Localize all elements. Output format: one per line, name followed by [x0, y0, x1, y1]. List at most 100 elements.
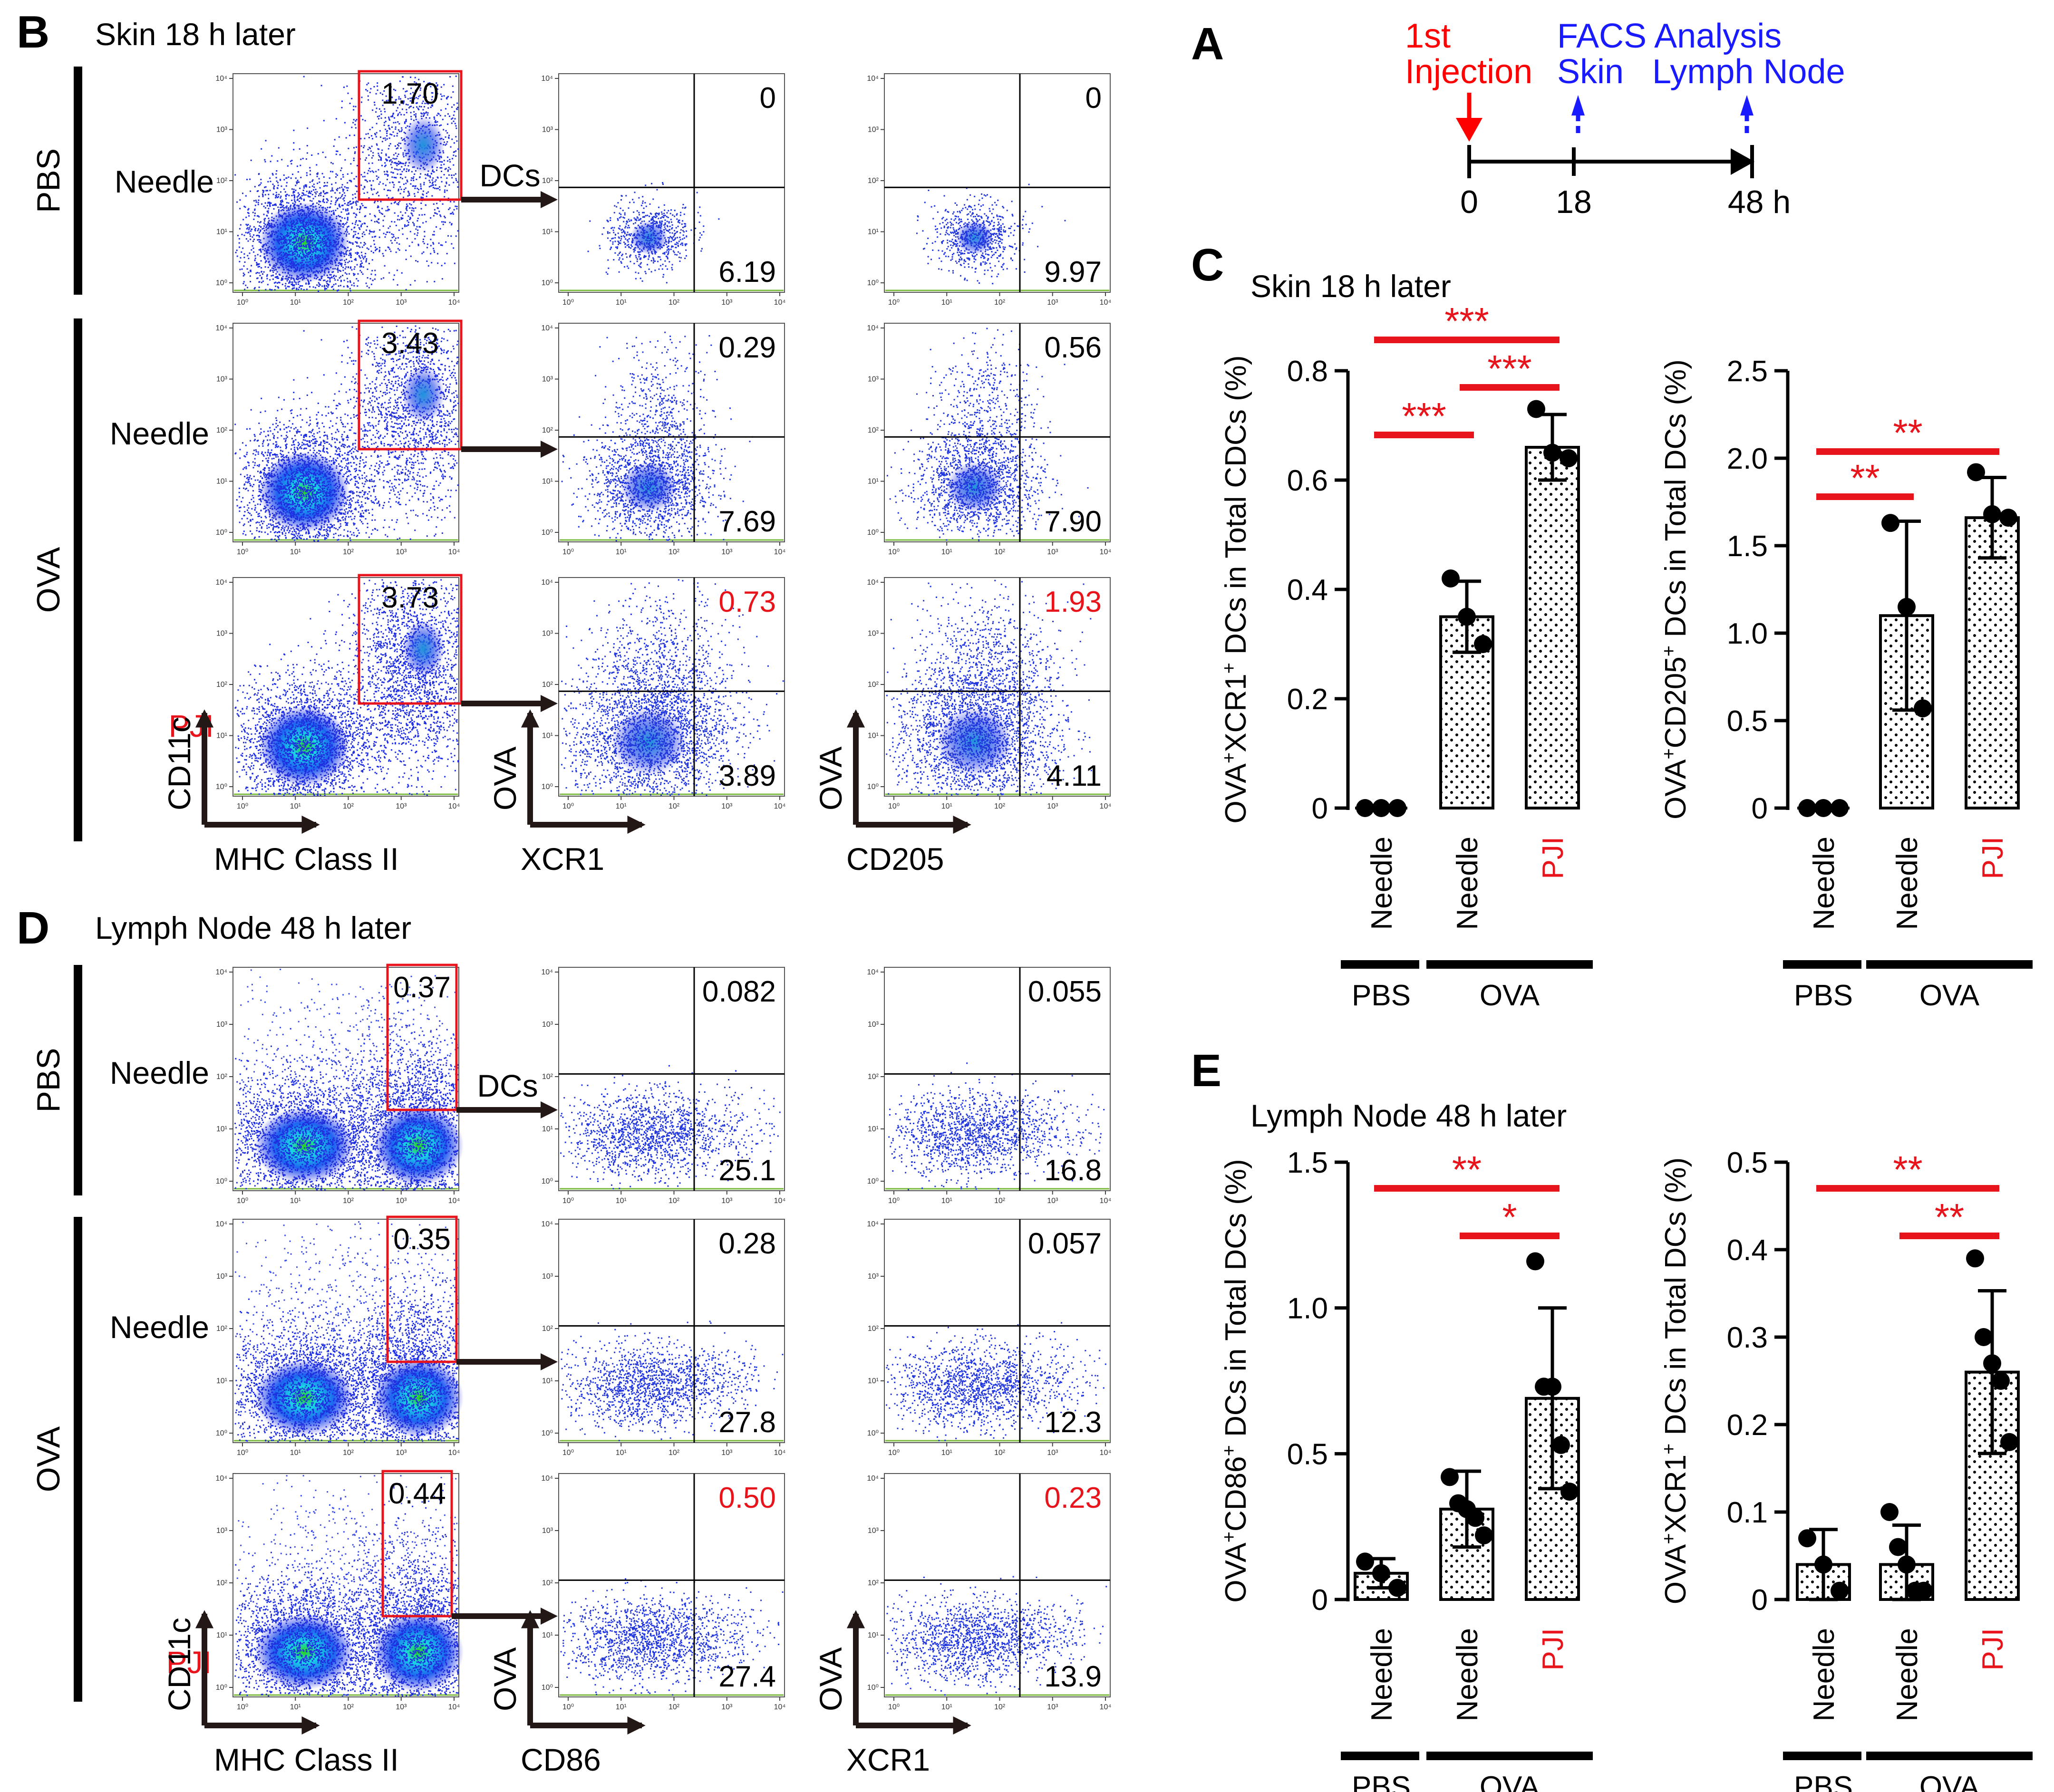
- quadrant-upper-right: 0.56: [1044, 331, 1102, 364]
- y-tick-label: 10⁰: [216, 529, 227, 537]
- y-tick-label: 10¹: [868, 228, 879, 236]
- panel-letter-a: A: [1191, 19, 1224, 69]
- panel-letter-e: E: [1191, 1045, 1221, 1096]
- x-tick-label: 10⁴: [774, 802, 786, 810]
- x-tick-label: 10¹: [941, 299, 952, 307]
- category-label-0: Needle: [1808, 1628, 1841, 1721]
- y-axis-label: OVA+CD205+ DCs in Total DCs (%): [1658, 359, 1692, 819]
- axis-label-x: XCR1: [846, 1742, 930, 1777]
- dc-gate: [386, 1215, 458, 1363]
- dcs-label: DCs: [477, 1068, 538, 1103]
- y-tick-label: 10³: [542, 630, 553, 638]
- category-label-2: PJI: [1537, 1628, 1570, 1671]
- quadrant-lower-right: 27.8: [718, 1406, 776, 1439]
- y-tick-label: 10²: [216, 1325, 228, 1333]
- x-tick-label: 10⁰: [237, 548, 248, 556]
- y-tick-label: 10⁴: [867, 75, 879, 83]
- panel-letter-c: C: [1191, 240, 1224, 290]
- y-tick-label: 10¹: [216, 1631, 227, 1639]
- y-tick-label: 1.0: [1727, 617, 1768, 650]
- scatter-events: [911, 328, 1066, 533]
- y-tick-label: 1.5: [1727, 530, 1768, 563]
- quadrant-upper-right: 0: [1085, 82, 1102, 115]
- category-label-2: PJI: [1976, 837, 2009, 879]
- plot-frame: [558, 967, 785, 1191]
- gate-arrow-head: [541, 1353, 558, 1370]
- x-tick-label: 10²: [669, 1197, 680, 1205]
- y-tick-label: 10⁰: [542, 529, 553, 537]
- plot-frame: [884, 323, 1111, 542]
- y-tick-label: 10¹: [868, 732, 879, 740]
- y-tick-label: 10⁰: [867, 1684, 879, 1692]
- x-tick-label: 10³: [396, 802, 407, 810]
- data-point: [1552, 1436, 1570, 1454]
- x-tick-label: 10⁰: [562, 548, 574, 556]
- data-point: [1983, 1354, 2001, 1373]
- scatter-events: [560, 1578, 765, 1696]
- flow-plot-r2-c1: 10⁰ 10⁰ 10¹ 10¹ 10² 10² 10³ 10³ 10⁴ 10⁴ 0.73 3.89: [541, 577, 786, 810]
- y-tick-label: 10¹: [216, 228, 227, 236]
- group-bar-ova: [1866, 960, 2033, 969]
- x-tick-label: 10⁴: [448, 299, 460, 307]
- y-label-text: XCR1: [1659, 1455, 1692, 1533]
- x-tick-label: 10³: [1047, 1703, 1058, 1711]
- significance-label: **: [1893, 1148, 1922, 1191]
- quadrant-upper-right: 0.28: [718, 1227, 776, 1260]
- data-point: [1881, 514, 1899, 532]
- y-label-text: DCs in Total DCs (%): [1220, 1159, 1252, 1445]
- y-tick-label: 10³: [868, 630, 879, 638]
- y-label-text: OVA: [1220, 1542, 1252, 1603]
- flow-plot-r1-c2: 10⁰ 10⁰ 10¹ 10¹ 10² 10² 10³ 10³ 10⁴ 10⁴ 0.56 7.90: [867, 323, 1111, 556]
- data-point: [1992, 1372, 2010, 1390]
- group-label-pbs: PBS: [1794, 979, 1853, 1012]
- data-point: [1466, 1509, 1484, 1527]
- y-label-superscript: +: [1219, 1445, 1240, 1456]
- category-label-2: PJI: [1976, 1628, 2009, 1671]
- y-tick-label: 0.4: [1727, 1234, 1768, 1267]
- x-tick-label: 10¹: [290, 548, 301, 556]
- density-cluster-high: [402, 620, 445, 677]
- x-tick-label: 10²: [669, 299, 680, 307]
- y-label-text: DCs in Total CDCs (%): [1220, 356, 1252, 663]
- x-tick-label: 10⁴: [1100, 299, 1112, 307]
- dc-gate: [358, 70, 463, 201]
- y-tick-label: 10⁰: [867, 279, 879, 287]
- significance-line: [1374, 337, 1560, 343]
- y-tick-label: 10³: [542, 376, 553, 384]
- y-tick-label: 0.6: [1287, 464, 1328, 497]
- gate-arrow-head: [541, 1101, 558, 1118]
- group-label-ova: OVA: [1919, 1771, 1980, 1792]
- y-tick-label: 0.5: [1727, 705, 1768, 738]
- x-tick-label: 10¹: [616, 1197, 627, 1205]
- data-point: [1560, 449, 1578, 467]
- data-point: [1966, 1249, 1984, 1268]
- data-point: [1372, 1564, 1390, 1582]
- flow-plot-r1-c0: 10⁰ 10⁰ 10¹ 10¹ 10² 10² 10³ 10³ 10⁴ 10⁴ 0.35: [215, 1215, 464, 1457]
- significance-line: [1816, 448, 1999, 455]
- y-label-superscript: +: [1658, 1533, 1679, 1544]
- panel-e-title: Lymph Node 48 h later: [1250, 1098, 1567, 1133]
- significance-label: **: [1893, 412, 1922, 454]
- y-tick-label: 0.4: [1287, 574, 1328, 607]
- y-tick-label: 10⁰: [867, 1429, 879, 1437]
- x-tick-label: 10⁴: [1100, 802, 1112, 810]
- y-tick-label: 10¹: [542, 1377, 553, 1385]
- y-tick-label: 10⁰: [216, 1429, 227, 1437]
- group-bar-ova: [1426, 960, 1593, 969]
- scatter-events: [561, 632, 784, 796]
- scatter-events: [308, 1499, 459, 1697]
- scatter-events: [886, 1322, 1086, 1442]
- y-tick-label: 2.0: [1727, 443, 1768, 475]
- x-tick-label: 10¹: [941, 1197, 952, 1205]
- data-point: [1898, 1555, 1916, 1574]
- y-tick-label: 10⁴: [867, 1474, 879, 1483]
- x-tick-label: 10¹: [616, 1703, 627, 1711]
- category-label-1: Needle: [1451, 837, 1484, 930]
- y-tick-label: 0: [1752, 1584, 1768, 1617]
- y-tick-label: 1.5: [1287, 1146, 1328, 1179]
- x-tick-label: 10³: [721, 802, 733, 810]
- data-point: [1967, 463, 1985, 482]
- panel-letter-b: B: [17, 7, 49, 58]
- x-tick-label: 10²: [343, 548, 354, 556]
